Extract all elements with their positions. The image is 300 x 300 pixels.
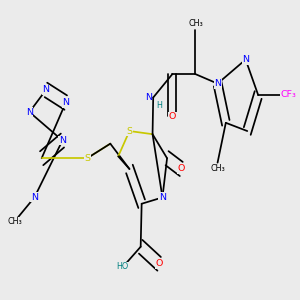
Text: HO: HO xyxy=(117,262,129,272)
Text: O: O xyxy=(155,259,163,268)
Text: O: O xyxy=(169,112,176,121)
Text: N: N xyxy=(62,98,69,107)
Text: N: N xyxy=(42,85,50,94)
Text: N: N xyxy=(59,136,66,145)
Text: S: S xyxy=(126,127,132,136)
Text: N: N xyxy=(242,55,249,64)
Text: CH₃: CH₃ xyxy=(7,217,22,226)
Text: CH₃: CH₃ xyxy=(210,164,225,173)
Text: N: N xyxy=(214,79,221,88)
Text: CF₃: CF₃ xyxy=(280,91,296,100)
Text: H: H xyxy=(156,100,162,109)
Text: N: N xyxy=(31,193,38,202)
Text: CH₃: CH₃ xyxy=(188,19,203,28)
Text: O: O xyxy=(178,164,185,173)
Text: N: N xyxy=(145,93,152,102)
Text: N: N xyxy=(159,193,166,202)
Text: N: N xyxy=(26,108,33,117)
Text: S: S xyxy=(84,154,90,163)
